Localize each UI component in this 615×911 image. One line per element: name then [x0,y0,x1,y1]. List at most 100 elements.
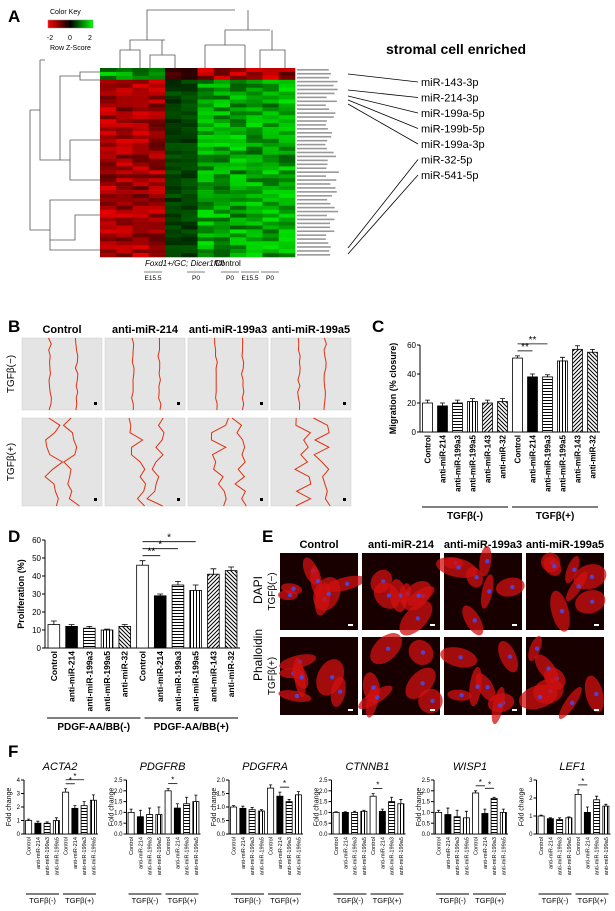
heatmap-cell [165,103,182,108]
error-bar [241,805,245,809]
nucleus [326,591,332,597]
heatmap-cell [262,186,280,191]
heatmap-cell [116,103,133,108]
heatmap-cell [197,162,215,167]
heatmap-cell [165,95,182,100]
heatmap-cell [213,142,231,148]
heatmap-cell [165,201,182,207]
bar [499,812,507,835]
heatmap-cell [197,71,215,77]
timepoint: P0 [192,275,200,282]
heatmap-cell [246,95,263,100]
heatmap-cell [132,87,150,92]
x-tick-label: anti-miR-199a3 [558,837,564,875]
heatmap-cell [100,233,117,238]
heatmap-cell [165,253,182,258]
y-tick-label: 50 [32,554,41,563]
heatmap-cell [148,205,166,211]
significance-label: * [73,772,76,781]
heatmap-cell [165,99,182,104]
heatmap-cell [116,209,133,214]
heatmap-cell [116,197,133,203]
scale-bar [94,402,97,405]
error-bar [539,814,543,816]
heatmap-cell [100,83,117,88]
bar [47,624,61,649]
nucleus [329,675,335,680]
heatmap-cell [100,119,117,124]
heatmap-cell [148,194,166,199]
x-tick-label: anti-miR-143 [208,651,218,702]
heatmap-cell [181,213,198,218]
x-tick-label: anti-miR-199a3 [492,837,498,875]
heatmap-cell [262,103,280,108]
x-tick-label: anti-miR-199a5 [604,837,610,875]
heatmap-cell [100,107,117,112]
heatmap-cell [278,119,296,124]
heatmap-cell [181,249,198,254]
row-label-placeholder [297,155,337,158]
bar [542,376,553,433]
color-key-tick: 2 [88,35,92,42]
row-label-placeholder [297,238,326,240]
x-tick-label: anti-miR-199a5 [296,837,302,875]
heatmap-cell [213,182,231,187]
y-tick-label: 0 [37,644,42,653]
heatmap-cell [278,194,296,199]
significance-label: * [376,781,379,790]
heatmap-cell [278,134,296,140]
bar [230,806,238,835]
y-tick-label: 2.5 [114,778,123,784]
error-bar [121,624,128,627]
heatmap-cell [262,178,280,183]
heatmap-cell [246,131,263,136]
group-label: TGFβ(+) [536,511,575,522]
bar [341,812,349,835]
error-bar [500,398,505,402]
heatmap-cell [246,221,263,226]
heatmap-cell [116,201,133,207]
heatmap-cell [116,194,133,199]
x-tick-label: anti-miR-214 [138,837,144,869]
error-bar [343,811,347,813]
heatmap-cell [132,91,150,96]
nucleus [385,646,391,651]
heatmap-cell [278,123,296,128]
heatmap-cell [181,205,198,211]
heatmap-cell [116,87,133,92]
heatmap-cell [197,142,215,148]
heatmap-cell [197,205,215,211]
heatmap-cell [116,225,133,230]
x-tick-label: anti-miR-32 [120,651,130,698]
heatmap-cell [230,127,247,132]
heatmap-cell [165,174,182,179]
heatmap-cell [181,237,198,242]
x-tick-label: Control [371,837,377,855]
heatmap-cell [278,111,296,116]
panel-label: C [372,317,384,336]
heatmap-cell [132,138,150,144]
x-tick-label: anti-miR-143 [573,434,582,483]
heatmap-cell [230,138,247,144]
heatmap-cell [246,142,263,148]
x-tick-label: anti-miR-199a3 [148,837,154,875]
heatmap-cell [165,194,182,199]
significance-label: * [171,776,174,785]
heatmap-cell [262,123,280,128]
row-label-placeholder [297,222,331,225]
heatmap-cell [132,174,150,179]
heatmap-cell [181,68,198,73]
heatmap-cell [165,79,182,85]
heatmap [100,68,296,258]
error-bar [575,345,580,350]
heatmap-cell [246,134,263,140]
y-tick-label: 10 [32,626,41,635]
scale-bar [348,709,353,711]
error-bar [560,356,565,361]
heatmap-cell [278,186,296,191]
y-tick-label: 0.5 [319,821,328,827]
row-label-placeholder [297,230,335,233]
row-label-placeholder [297,100,337,103]
heatmap-cell [132,217,150,222]
bar [369,795,377,835]
